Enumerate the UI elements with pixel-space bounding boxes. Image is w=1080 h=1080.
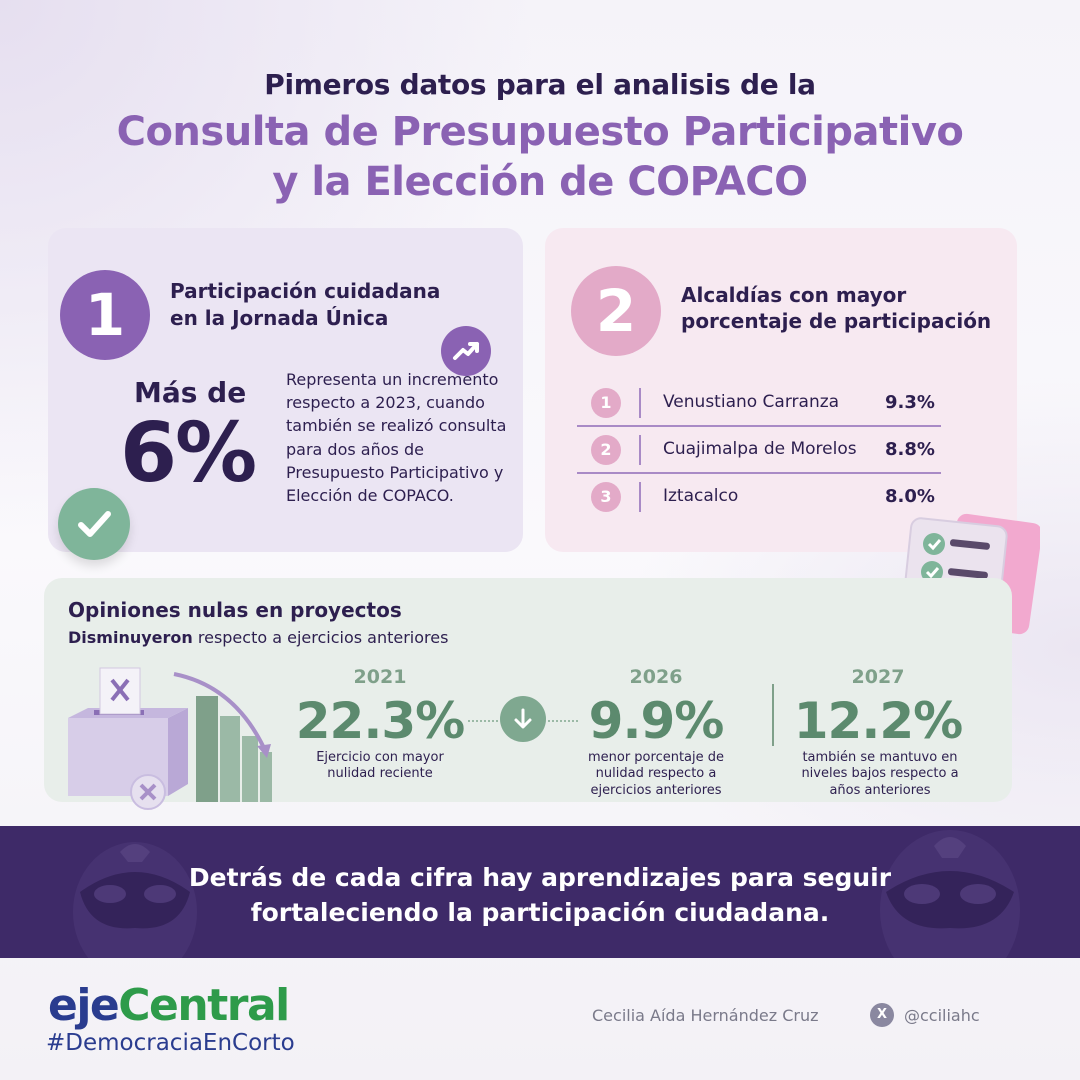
rank-name: Cuajimalpa de Morelos: [663, 439, 857, 459]
author-handle: @cciliahc: [904, 1006, 980, 1025]
stat-value: 12.2%: [793, 692, 963, 750]
rank-divider: [639, 388, 641, 418]
stat-description-line: ejercicios anteriores: [590, 782, 722, 798]
stat-year: 2027: [851, 666, 905, 688]
participation-value: 6%: [120, 406, 257, 501]
stat-value: 22.3%: [295, 692, 465, 750]
rank-separator: [577, 425, 941, 427]
title-line-1: Pimeros datos para el analisis de la: [264, 68, 816, 101]
stat-description: menor porcentaje de nulidad respecto a e…: [576, 750, 736, 799]
ranking-heading: Alcaldías con mayor porcentaje de partic…: [681, 282, 991, 334]
rank-value: 8.0%: [885, 486, 935, 507]
x-social-icon: X: [870, 1003, 894, 1027]
closing-banner: Detrás de cada cifra hay aprendizajes pa…: [0, 826, 1080, 958]
stat-value: 9.9%: [588, 692, 725, 750]
stat-description-line: Ejercicio con mayor: [316, 750, 444, 765]
stat-year: 2026: [629, 666, 683, 688]
null-opinions-title: Opiniones nulas en proyectos: [68, 598, 402, 622]
check-icon: [58, 488, 130, 560]
participation-description: Representa un incremento respecto a 2023…: [286, 370, 507, 505]
trend-up-icon: [441, 326, 491, 376]
title-line-3: y la Elección de COPACO: [272, 159, 808, 205]
hashtag: #DemocraciaEnCorto: [46, 1030, 295, 1056]
ranking-row: 2 Cuajimalpa de Morelos 8.8%: [577, 429, 937, 473]
title-line-2: Consulta de Presupuesto Participativo: [116, 109, 964, 155]
rank-divider: [639, 482, 641, 512]
null-opinions-subtitle: Disminuyeron respecto a ejercicios anter…: [68, 628, 448, 647]
stat-year: 2021: [353, 666, 407, 688]
wrestler-mask-icon: [73, 842, 197, 958]
stat-description-line: también se mantuvo en: [802, 750, 958, 765]
wrestler-mask-icon: [880, 830, 1020, 958]
ranking-row: 1 Venustiano Carranza 9.3%: [577, 382, 937, 426]
rank-number: 1: [591, 388, 621, 418]
participation-heading-line-2: en la Jornada Única: [170, 306, 389, 330]
null-opinions-card: Opiniones nulas en proyectos Disminuyero…: [44, 578, 1012, 810]
rank-value: 9.3%: [885, 392, 935, 413]
ranking-heading-line-1: Alcaldías con mayor: [681, 283, 907, 307]
logo-part-2: Central: [118, 980, 290, 1031]
section-number-2: 2: [571, 266, 661, 356]
dotted-connector: [468, 720, 498, 722]
ranking-row: 3 Iztacalco 8.0%: [577, 476, 937, 520]
logo-part-1: eje: [48, 980, 120, 1031]
stat-description-line: nulidad respecto a: [595, 766, 717, 782]
stat-description: también se mantuvo en niveles bajos resp…: [792, 750, 968, 799]
ranking-card: 2 Alcaldías con mayor porcentaje de part…: [545, 228, 1017, 552]
rank-name: Venustiano Carranza: [663, 392, 840, 412]
dotted-connector: [548, 720, 578, 722]
author-name: Cecilia Aída Hernández Cruz: [592, 1006, 819, 1025]
participation-card: 1 Participación cuidadana en la Jornada …: [48, 228, 523, 560]
closing-message: Detrás de cada cifra hay aprendizajes pa…: [0, 860, 1080, 930]
stat-description-line: nulidad reciente: [327, 766, 433, 782]
rank-separator: [577, 472, 941, 474]
arrow-down-icon: [500, 696, 546, 742]
stat-description-line: menor porcentaje de: [587, 750, 725, 765]
ranking-heading-line-2: porcentaje de participación: [681, 309, 992, 333]
closing-message-line-2: fortaleciendo la participación ciudadana…: [250, 898, 830, 927]
rank-value: 8.8%: [885, 439, 935, 460]
subtitle-rest: respecto a ejercicios anteriores: [192, 628, 449, 647]
rank-divider: [639, 435, 641, 465]
ejecentral-logo: ejeCentral: [48, 984, 290, 1028]
stat-divider: [772, 684, 774, 746]
ballot-box-icon: [68, 667, 272, 810]
rank-name: Iztacalco: [663, 486, 739, 506]
stat-description-line: niveles bajos respecto a: [801, 766, 959, 782]
rank-number: 3: [591, 482, 621, 512]
more-than-label: Más de: [134, 376, 247, 409]
section-number-1: 1: [60, 270, 150, 360]
participation-heading: Participación cuidadana en la Jornada Ún…: [170, 278, 440, 332]
rank-number: 2: [591, 435, 621, 465]
subtitle-bold: Disminuyeron: [68, 628, 193, 647]
closing-message-line-1: Detrás de cada cifra hay aprendizajes pa…: [188, 863, 892, 892]
stat-description: Ejercicio con mayor nulidad reciente: [300, 750, 460, 783]
stat-description-line: años anteriores: [829, 782, 931, 798]
participation-heading-line-1: Participación cuidadana: [170, 279, 441, 303]
